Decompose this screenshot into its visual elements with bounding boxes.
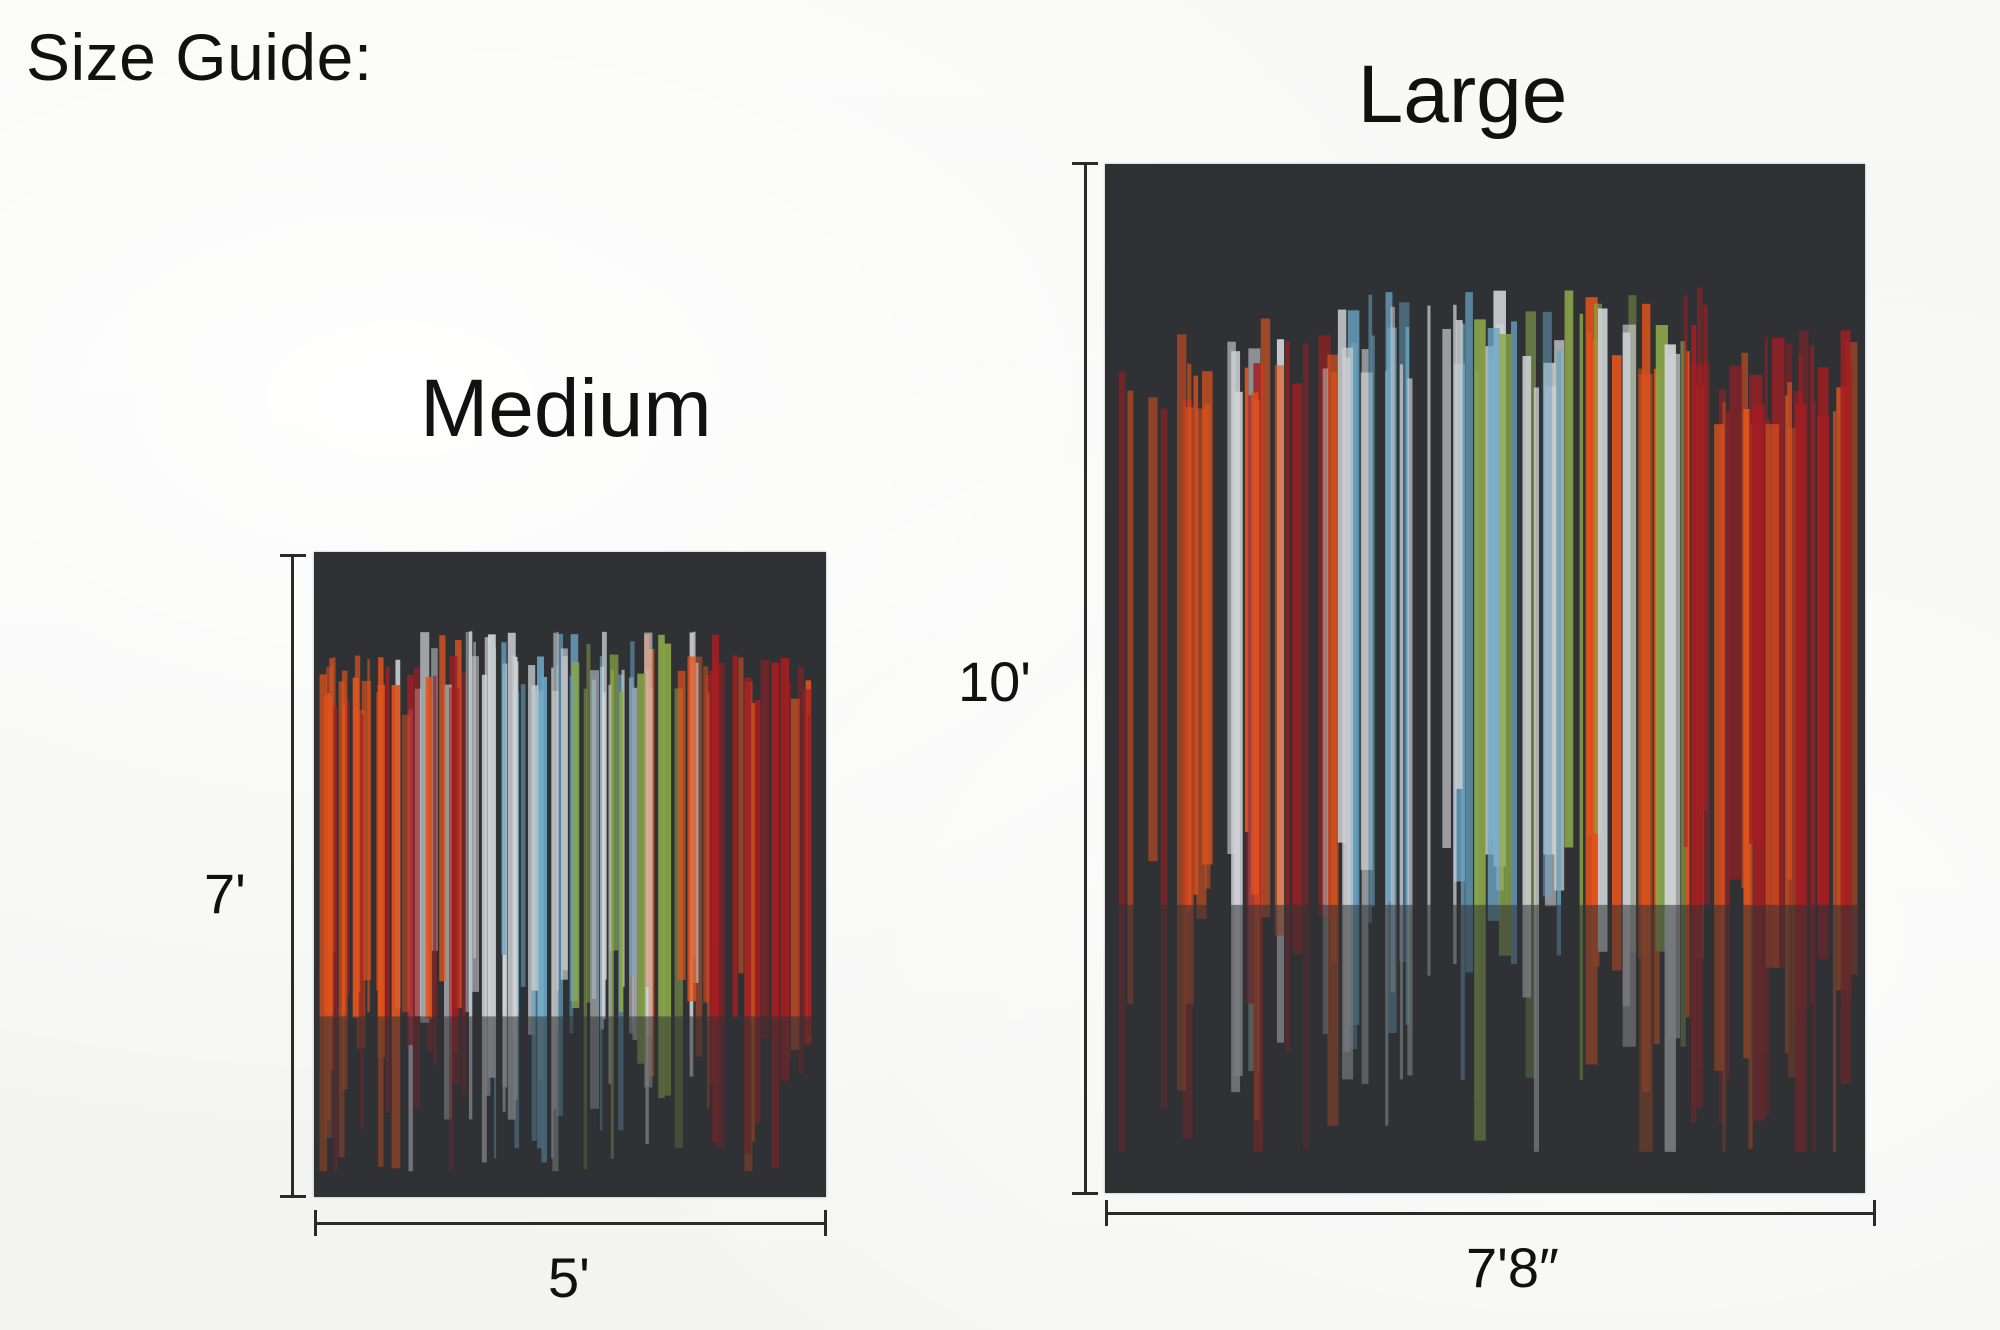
medium-width-dimension-line xyxy=(316,1222,826,1225)
medium-width-left-tick xyxy=(314,1210,317,1236)
large-width-right-tick xyxy=(1873,1200,1876,1226)
large-height-bottom-tick xyxy=(1072,1192,1098,1195)
size-guide-heading: Size Guide: xyxy=(26,20,373,94)
medium-height-dimension-line xyxy=(291,555,294,1197)
medium-height-label: 7' xyxy=(204,862,246,925)
large-rug-pattern xyxy=(1105,164,1865,1193)
large-rug-image xyxy=(1105,164,1865,1193)
large-width-label: 7'8″ xyxy=(1466,1236,1559,1299)
medium-size-title: Medium xyxy=(420,363,712,454)
large-size-title: Large xyxy=(1357,49,1568,140)
medium-width-label: 5' xyxy=(548,1246,590,1309)
medium-height-bottom-tick xyxy=(280,1195,306,1198)
large-height-top-tick xyxy=(1072,162,1098,165)
medium-height-top-tick xyxy=(280,554,306,557)
large-width-dimension-line xyxy=(1107,1212,1875,1215)
large-width-left-tick xyxy=(1105,1200,1108,1226)
medium-width-right-tick xyxy=(824,1210,827,1236)
medium-rug-pattern xyxy=(314,552,826,1197)
large-height-label: 10' xyxy=(958,650,1031,713)
large-height-dimension-line xyxy=(1084,163,1087,1193)
medium-rug-image xyxy=(314,552,826,1197)
